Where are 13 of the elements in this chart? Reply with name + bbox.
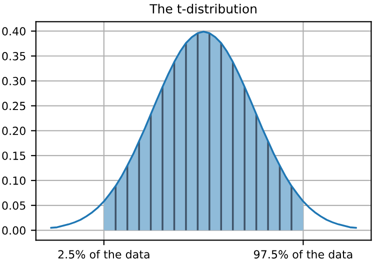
y-tick-label: 0.00 [2,226,26,235]
chart-title: The t-distribution [150,4,256,14]
y-tick-label: 0.40 [2,27,26,36]
y-tick-label: 0.15 [2,152,26,160]
y-tick-label: 0.25 [2,102,26,110]
y-tick-label: 0.30 [2,76,26,86]
line-series [50,30,357,229]
x-tick-label: 2.5% of the data [58,250,150,259]
y-tick-label: 0.05 [2,201,26,210]
y-tick-label: 0.10 [2,176,26,185]
y-tick-label: 0.35 [2,52,26,60]
x-tick-label: 97.5% of the data [254,250,352,259]
y-tick-label: 0.20 [2,126,26,136]
